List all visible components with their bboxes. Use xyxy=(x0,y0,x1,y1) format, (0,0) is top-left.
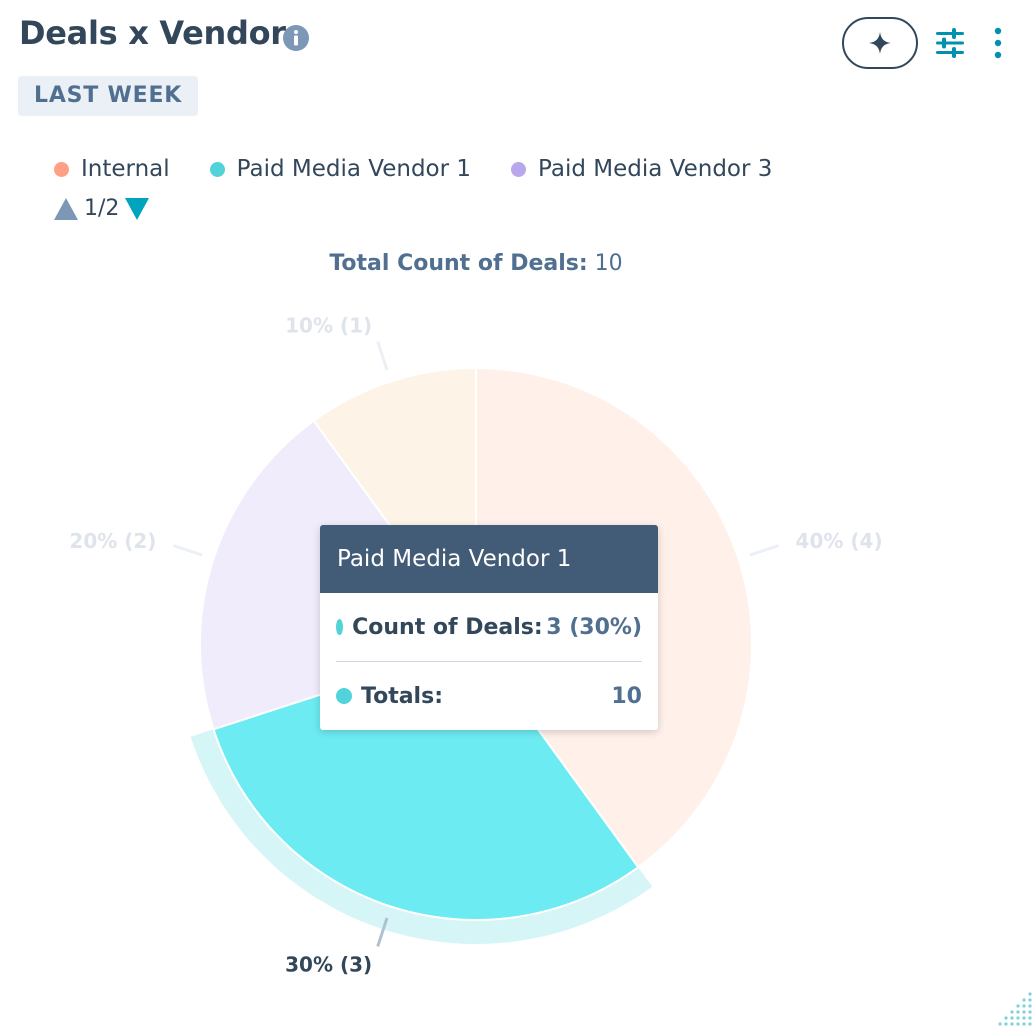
slice-connector xyxy=(173,544,203,557)
tooltip-dot xyxy=(336,688,352,704)
tooltip-count-value: 3 (30%) xyxy=(546,614,642,640)
chart-total: Total Count of Deals: 10 xyxy=(0,251,952,276)
more-vertical-icon[interactable] xyxy=(986,26,1010,60)
ai-assist-button[interactable] xyxy=(842,17,918,69)
tooltip-dot xyxy=(336,619,344,635)
legend-label: Internal xyxy=(81,156,170,182)
sliders-icon[interactable] xyxy=(934,27,966,59)
legend-next-icon[interactable] xyxy=(125,197,150,220)
slice-label: 20% (2) xyxy=(69,529,156,553)
legend-dot xyxy=(54,161,69,177)
chart-legend: Internal Paid Media Vendor 1 Paid Media … xyxy=(54,156,812,182)
slice-label: 40% (4) xyxy=(796,529,883,553)
legend-item-internal[interactable]: Internal xyxy=(54,156,170,182)
tooltip-title: Paid Media Vendor 1 xyxy=(320,525,658,593)
tooltip-count-label: Count of Deals: xyxy=(352,614,543,640)
tooltip-divider xyxy=(336,661,642,662)
total-label: Total Count of Deals: xyxy=(329,251,588,276)
slice-label: 10% (1) xyxy=(285,313,372,337)
legend-label: Paid Media Vendor 3 xyxy=(538,156,773,182)
legend-dot xyxy=(511,161,527,177)
resize-handle-icon[interactable] xyxy=(996,990,1034,1028)
chart-title: Deals x Vendor xyxy=(19,14,286,52)
tooltip-row-count: Count of Deals: 3 (30%) xyxy=(320,593,658,661)
total-value: 10 xyxy=(594,251,623,276)
slice-connector xyxy=(376,917,389,947)
info-icon[interactable] xyxy=(282,24,310,52)
slice-connector xyxy=(376,341,389,371)
slice-label: 30% (3) xyxy=(285,953,372,977)
tooltip-row-totals: Totals: 10 xyxy=(320,662,658,730)
tooltip-totals-label: Totals: xyxy=(361,683,443,709)
legend-page-indicator: 1/2 xyxy=(84,196,120,221)
slice-connector xyxy=(749,544,779,557)
legend-item-vendor-3[interactable]: Paid Media Vendor 3 xyxy=(511,156,772,182)
legend-pager: 1/2 xyxy=(54,196,150,221)
sparkle-icon xyxy=(869,32,891,54)
tooltip-totals-value: 10 xyxy=(611,683,642,709)
legend-dot xyxy=(209,161,225,177)
legend-prev-icon[interactable] xyxy=(54,197,78,220)
chart-tooltip: Paid Media Vendor 1 Count of Deals: 3 (3… xyxy=(320,525,658,730)
pie-slice-2[interactable] xyxy=(212,642,640,921)
legend-label: Paid Media Vendor 1 xyxy=(236,156,472,182)
pie-slice-halo xyxy=(190,729,653,944)
date-range-badge: LAST WEEK xyxy=(18,76,199,116)
legend-item-vendor-1[interactable]: Paid Media Vendor 1 xyxy=(209,156,472,182)
